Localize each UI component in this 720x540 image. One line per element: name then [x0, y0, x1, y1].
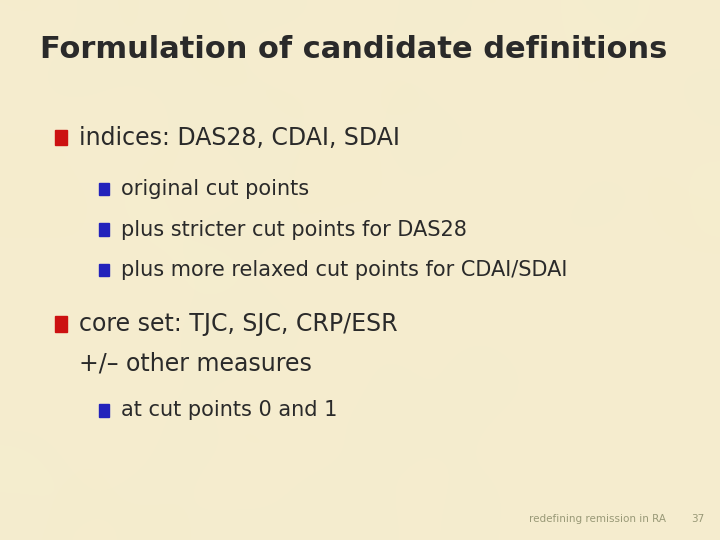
Text: redefining remission in RA: redefining remission in RA: [529, 514, 666, 524]
Text: +/– other measures: +/– other measures: [79, 352, 312, 375]
Text: 37: 37: [691, 514, 704, 524]
Bar: [55, 316, 67, 332]
Bar: [99, 404, 109, 417]
Bar: [99, 183, 109, 195]
Text: at cut points 0 and 1: at cut points 0 and 1: [121, 400, 338, 421]
Text: indices: DAS28, CDAI, SDAI: indices: DAS28, CDAI, SDAI: [79, 126, 400, 150]
Text: plus stricter cut points for DAS28: plus stricter cut points for DAS28: [121, 219, 467, 240]
Bar: [55, 130, 67, 145]
Text: plus more relaxed cut points for CDAI/SDAI: plus more relaxed cut points for CDAI/SD…: [121, 260, 567, 280]
Text: core set: TJC, SJC, CRP/ESR: core set: TJC, SJC, CRP/ESR: [79, 312, 398, 336]
Text: Formulation of candidate definitions: Formulation of candidate definitions: [40, 35, 667, 64]
Bar: [99, 223, 109, 236]
Bar: [99, 264, 109, 276]
Text: original cut points: original cut points: [121, 179, 309, 199]
